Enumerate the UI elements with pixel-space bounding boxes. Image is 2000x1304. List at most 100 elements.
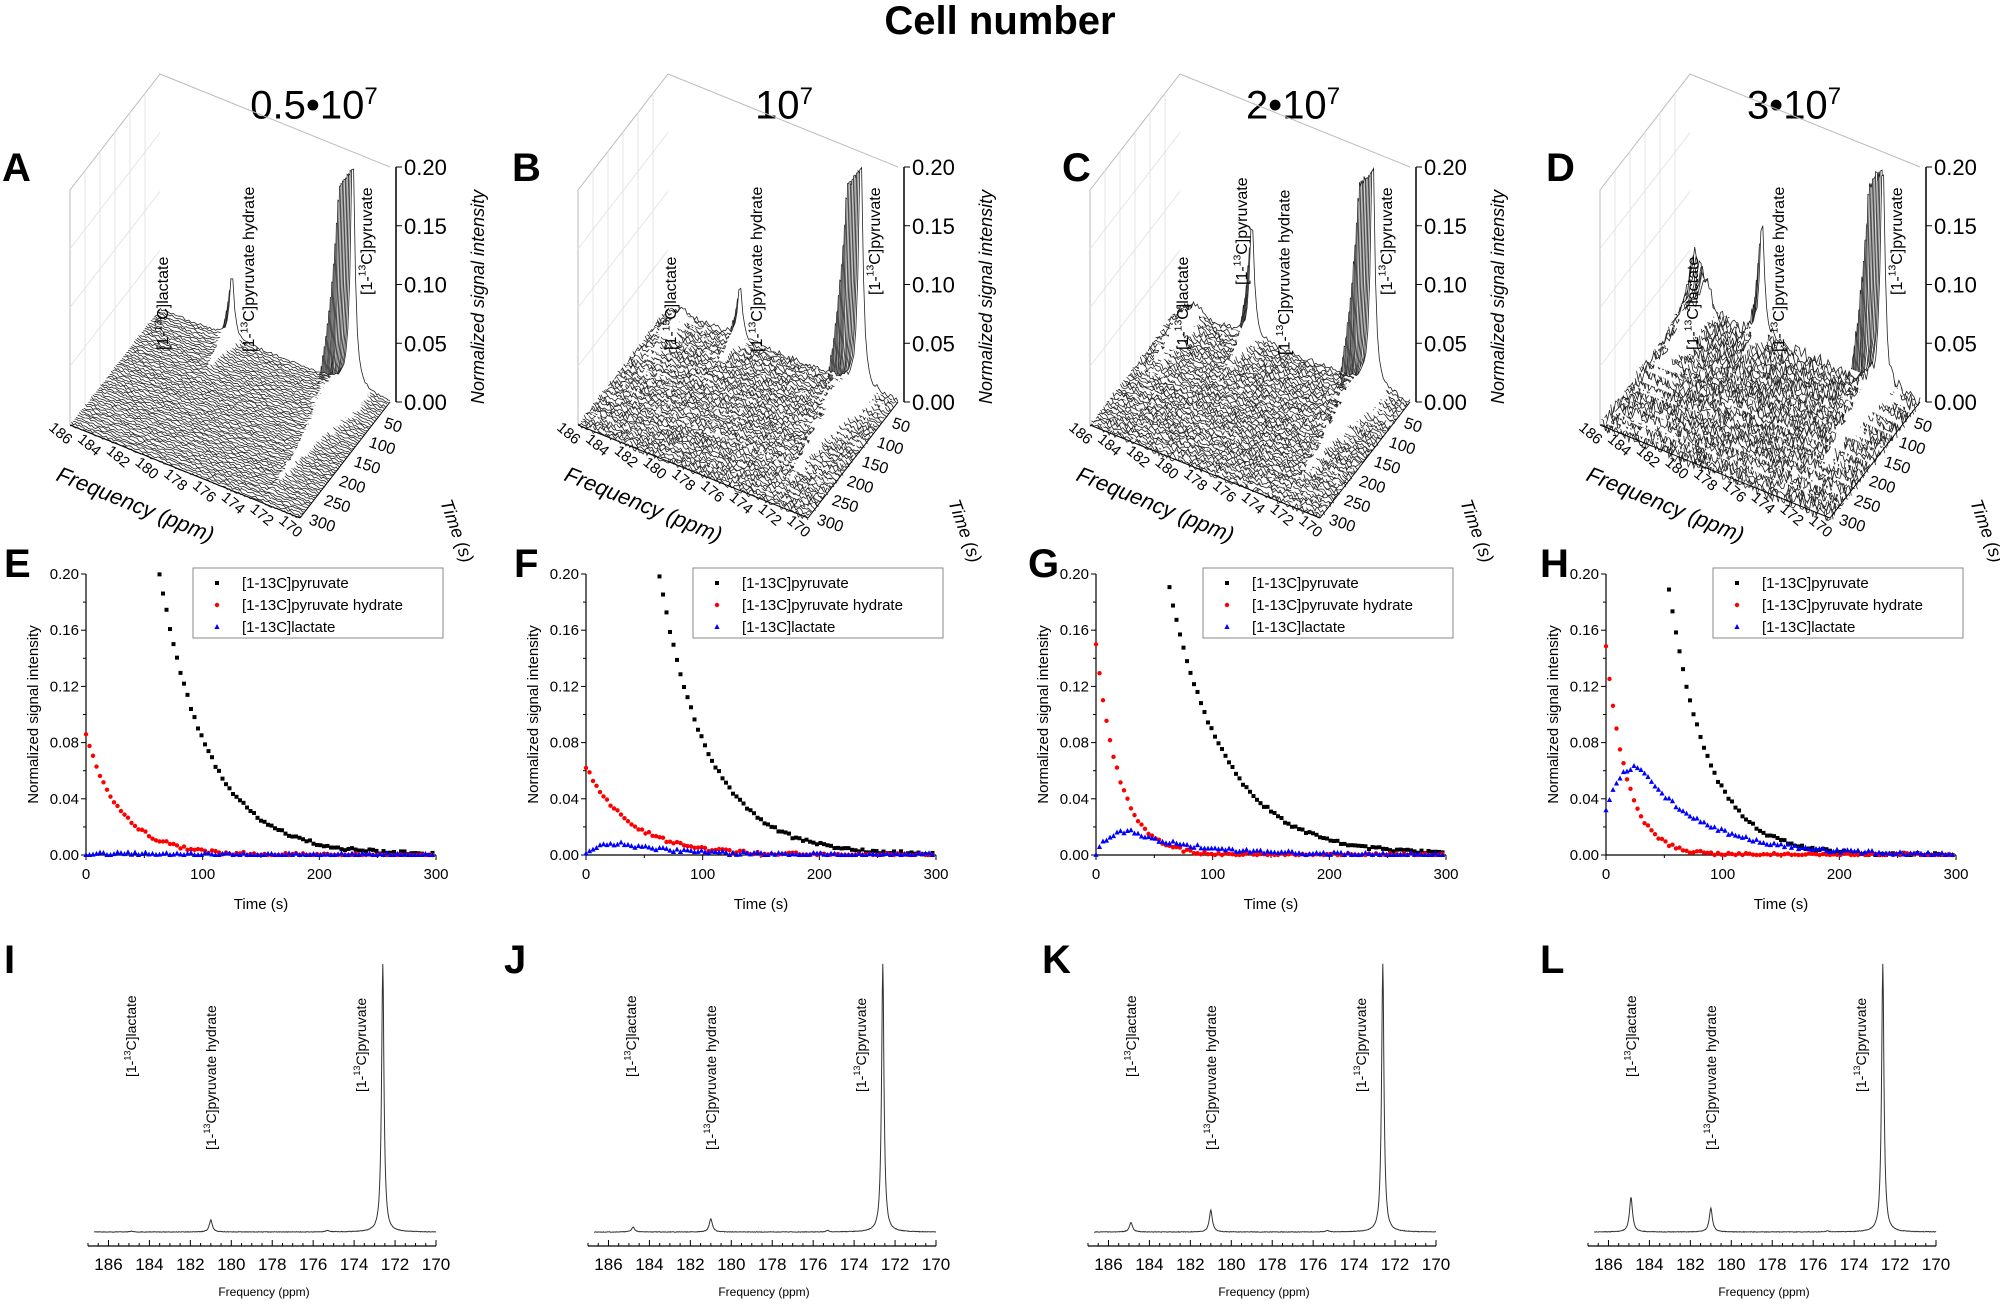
data-point-lactate — [751, 849, 757, 855]
data-point-lactate — [261, 852, 268, 857]
spectrum-trace — [144, 222, 375, 422]
spectrum-trace — [1152, 340, 1383, 440]
frequency-tick-label: 176 — [1209, 477, 1239, 506]
z-tick-label: 0.10 — [1424, 273, 1467, 298]
time-tick-label: 100 — [1387, 434, 1418, 458]
data-point-pyruvate — [661, 592, 665, 597]
data-point-hydrate — [1621, 760, 1626, 766]
data-point-lactate — [1641, 770, 1648, 776]
data-point-lactate — [97, 849, 103, 855]
x-axis-title: Frequency (ppm) — [718, 1285, 809, 1299]
data-point-lactate — [174, 850, 180, 856]
data-point-lactate — [1331, 849, 1337, 855]
spectrum-trace — [643, 322, 874, 435]
spectra-traces — [1599, 169, 1921, 522]
data-point-lactate — [1606, 797, 1613, 803]
spectrum-trace — [155, 173, 386, 408]
data-point-lactate — [607, 840, 614, 846]
data-point-lactate — [296, 852, 303, 857]
data-point-pyruvate — [1223, 753, 1228, 758]
x-tick-label: 178 — [758, 1255, 786, 1274]
data-point-lactate — [1226, 845, 1232, 851]
data-point-lactate — [1802, 844, 1809, 850]
y-tick-label: 0.16 — [50, 622, 79, 639]
data-point-lactate — [429, 852, 436, 857]
data-point-hydrate — [632, 824, 638, 829]
data-point-lactate — [849, 852, 855, 857]
data-point-lactate — [349, 850, 355, 856]
data-point-lactate — [1736, 833, 1742, 839]
legend: [1-13C]pyruvate [1-13C]pyruvate hydrate [1… — [1202, 567, 1454, 639]
data-point-pyruvate — [1237, 776, 1242, 781]
data-point-pyruvate — [178, 670, 183, 675]
y-tick-label: 0.20 — [1060, 566, 1089, 583]
data-point-lactate — [586, 848, 593, 854]
data-point-pyruvate — [675, 657, 679, 662]
data-point-pyruvate — [1730, 799, 1734, 804]
data-point-hydrate — [185, 847, 190, 853]
data-point-lactate — [1173, 840, 1180, 846]
data-point-lactate — [314, 852, 320, 857]
data-point-hydrate — [618, 812, 624, 817]
data-point-hydrate — [1855, 852, 1861, 858]
data-point-lactate — [590, 846, 596, 852]
data-point-pyruvate — [1258, 801, 1263, 806]
data-point-pyruvate — [1286, 821, 1291, 826]
x-axis-title: Time (s) — [234, 896, 288, 913]
legend: [1-13C]pyruvate [1-13C]pyruvate hydrate [1… — [192, 567, 444, 639]
data-point-hydrate — [1202, 849, 1207, 855]
data-point-hydrate — [1726, 850, 1731, 856]
data-point-lactate — [1610, 786, 1616, 792]
x-tick-label: 182 — [1676, 1255, 1704, 1274]
data-point-hydrate — [1687, 850, 1693, 855]
data-point-pyruvate — [339, 847, 344, 852]
data-point-pyruvate — [192, 715, 197, 720]
data-point-pyruvate — [1723, 789, 1727, 794]
chart-kinetics-e: 0.00 0.04 0.08 0.12 0.16 0.20 0 100 200 300 Time (… — [25, 566, 449, 913]
data-point-lactate — [1338, 849, 1344, 855]
data-point-lactate — [303, 852, 310, 857]
chart-spectrum-k: 186 184 182 180 178 176 174 172 170 Frequency (pp… — [1087, 963, 1450, 1299]
legend-marker-triangle — [1734, 624, 1740, 629]
data-point-lactate — [670, 849, 677, 855]
data-point-lactate — [1439, 852, 1446, 857]
data-point-hydrate — [1747, 851, 1752, 856]
panel-letter-a: A — [2, 146, 31, 190]
data-point-lactate — [1397, 851, 1404, 857]
data-point-pyruvate — [1269, 809, 1273, 814]
spectrum-trace — [133, 335, 365, 436]
data-point-hydrate — [611, 806, 617, 811]
data-point-hydrate — [639, 827, 645, 832]
peak-label: [1-13C]pyruvate — [1352, 998, 1369, 1092]
data-point-hydrate — [1237, 852, 1242, 858]
data-point-hydrate — [583, 765, 589, 771]
peak-label: [1-13C]pyruvate hydrate — [1275, 189, 1293, 355]
z-tick-label: 0.15 — [912, 214, 955, 239]
data-point-lactate — [275, 851, 282, 857]
data-point-lactate — [1149, 835, 1155, 841]
data-point-pyruvate — [1363, 844, 1368, 849]
data-point-pyruvate — [1370, 845, 1375, 850]
data-point-lactate — [83, 852, 89, 857]
data-point-lactate — [1872, 851, 1879, 857]
data-point-hydrate — [1764, 852, 1770, 857]
data-point-lactate — [737, 851, 743, 857]
data-point-lactate — [1394, 852, 1400, 857]
data-point-lactate — [709, 848, 715, 854]
legend-marker-square — [1225, 581, 1229, 585]
chart-3d-spectra-a: 0.00 0.05 0.10 0.15 0.20 Normalized signal in… — [45, 73, 488, 565]
data-point-hydrate — [1603, 644, 1609, 649]
x-tick-label: 182 — [176, 1255, 204, 1274]
legend-marker-circle — [1734, 602, 1740, 608]
data-point-lactate — [632, 844, 638, 850]
data-point-lactate — [1299, 851, 1306, 857]
data-point-pyruvate — [1705, 753, 1710, 758]
x-tick-label: 174 — [1840, 1255, 1868, 1274]
data-point-pyruvate — [1381, 846, 1385, 851]
data-point-pyruvate — [1412, 849, 1417, 854]
data-point-pyruvate — [804, 837, 809, 842]
data-point-pyruvate — [818, 840, 823, 845]
data-point-lactate — [1925, 849, 1931, 855]
data-point-pyruvate — [1307, 830, 1312, 835]
spectrum-trace — [654, 197, 885, 420]
